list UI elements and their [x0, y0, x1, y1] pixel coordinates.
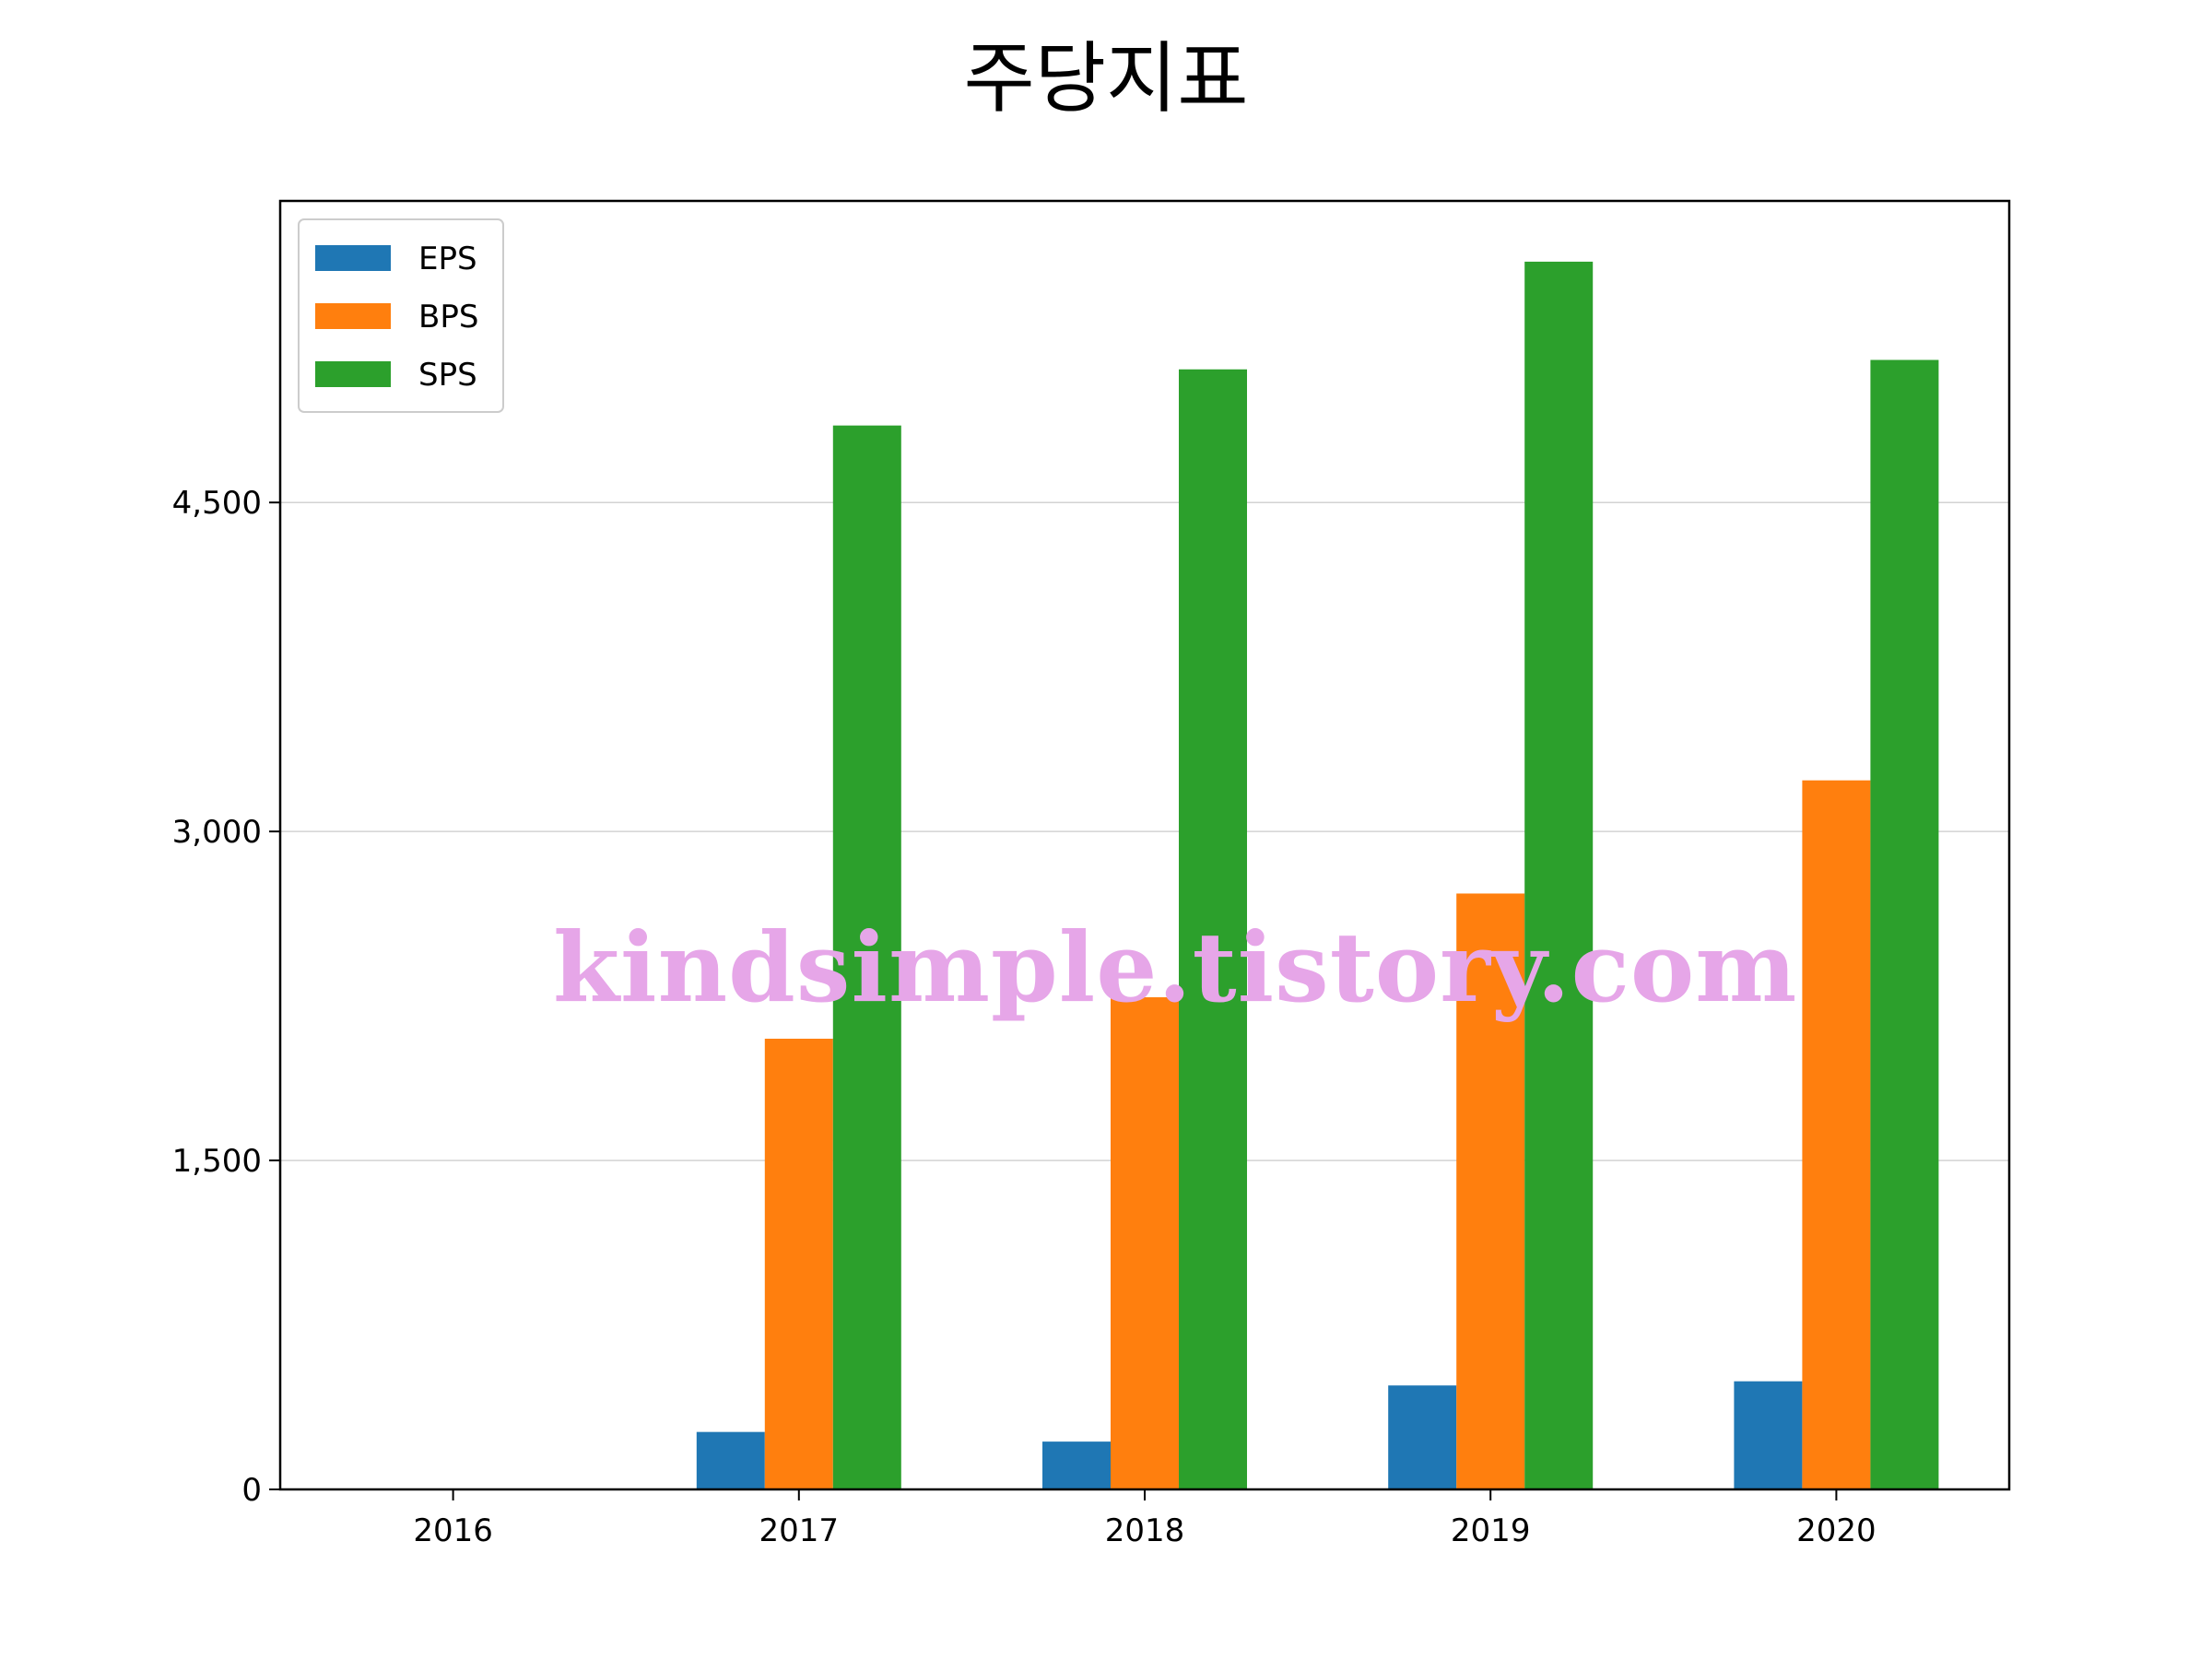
watermark-text: kindsimple.tistory.com — [553, 911, 1798, 1024]
bar-bps-2020 — [1802, 780, 1871, 1489]
x-tick-label: 2019 — [1451, 1512, 1531, 1549]
x-tick-label: 2020 — [1796, 1512, 1877, 1549]
legend-swatch-eps — [315, 245, 391, 271]
y-tick-label: 1,500 — [172, 1143, 262, 1180]
bar-sps-2018 — [1179, 369, 1247, 1489]
bars — [696, 261, 1939, 1490]
legend: EPS BPS SPS — [298, 218, 504, 413]
bar-sps-2020 — [1870, 359, 1939, 1489]
legend-swatch-sps — [315, 361, 391, 387]
legend-swatch-bps — [315, 303, 391, 329]
x-tick-label: 2017 — [759, 1512, 840, 1549]
y-axis: 0 1,500 3,000 4,500 — [172, 485, 280, 1509]
bar-bps-2017 — [764, 1038, 833, 1489]
legend-label-sps: SPS — [418, 357, 477, 394]
chart-title: 주당지표 — [963, 33, 1249, 124]
bar-eps-2018 — [1042, 1441, 1111, 1489]
y-tick-label: 3,000 — [172, 814, 262, 851]
x-axis: 2016 2017 2018 2019 2020 — [413, 1489, 1877, 1549]
bar-eps-2019 — [1388, 1385, 1457, 1489]
legend-label-bps: BPS — [418, 299, 478, 335]
y-tick-label: 0 — [241, 1472, 262, 1509]
x-tick-label: 2018 — [1105, 1512, 1185, 1549]
bar-bps-2019 — [1456, 893, 1525, 1489]
bar-eps-2017 — [696, 1431, 765, 1489]
y-tick-label: 4,500 — [172, 485, 262, 522]
legend-label-eps: EPS — [418, 241, 477, 277]
bar-eps-2020 — [1734, 1381, 1803, 1489]
bar-sps-2019 — [1524, 261, 1594, 1490]
x-tick-label: 2016 — [413, 1512, 493, 1549]
bar-bps-2018 — [1111, 997, 1179, 1489]
bar-sps-2017 — [832, 425, 901, 1489]
